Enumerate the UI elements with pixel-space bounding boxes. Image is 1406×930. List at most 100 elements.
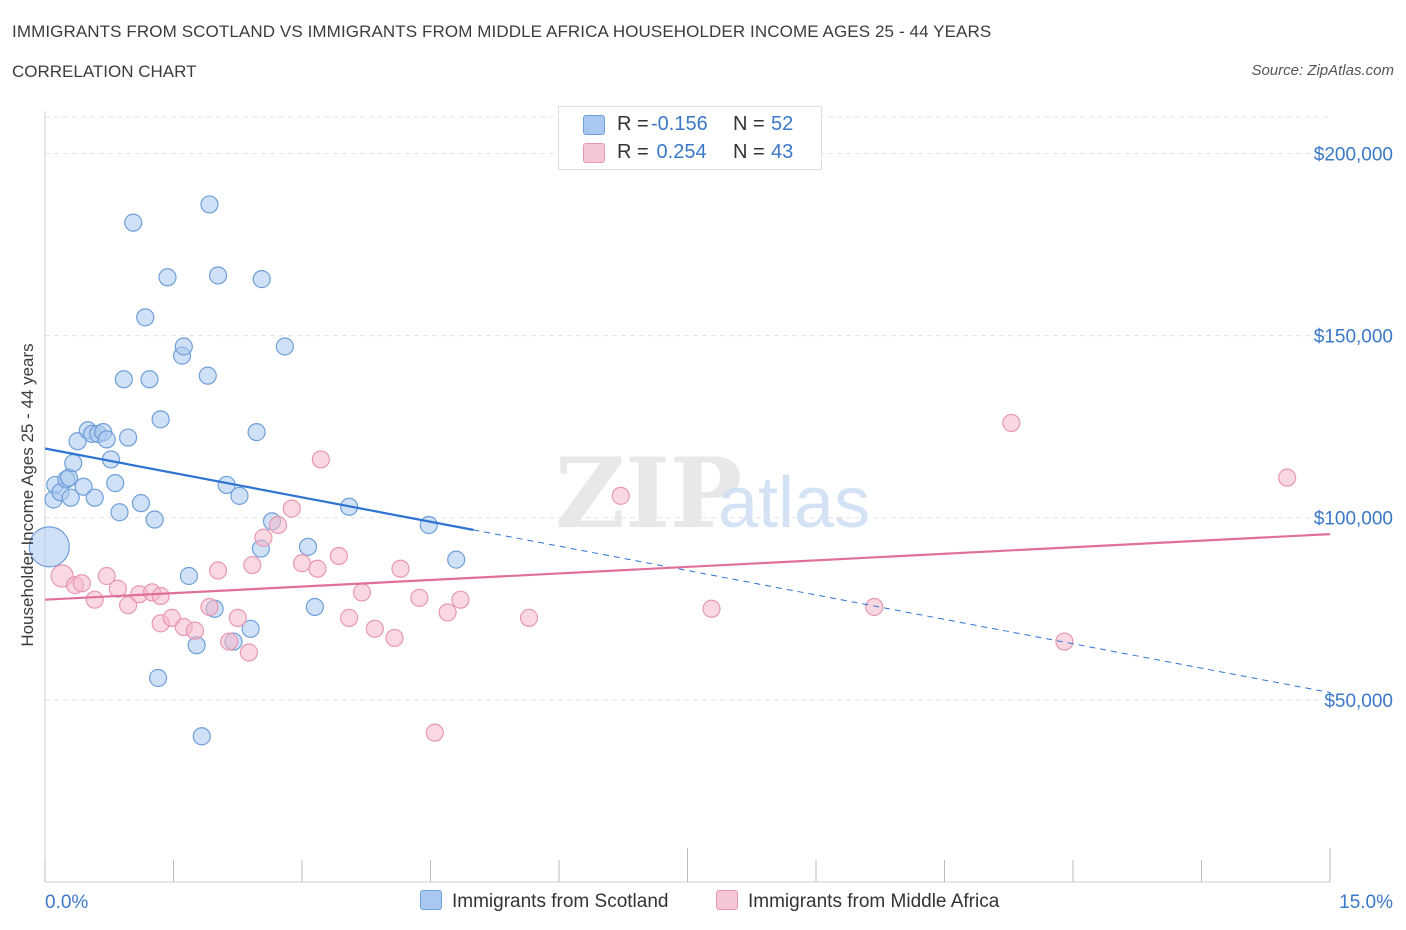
middle-africa-point [268, 515, 288, 535]
scotland-point [252, 270, 271, 289]
scotland-point [198, 366, 217, 385]
scotland-point [114, 370, 133, 389]
middle-africa-point [611, 486, 630, 505]
middle-africa-point [451, 590, 470, 609]
legend-n-value: 52 [771, 113, 794, 135]
bottom-legend-scotland: Immigrants from Scotland [420, 890, 668, 913]
scotland-point [61, 488, 80, 507]
scotland-point [275, 337, 294, 356]
middle-africa-trend-line [44, 533, 1331, 601]
scotland-point [124, 213, 143, 232]
middle-africa-point [865, 597, 884, 617]
scotland-trend-line-projection [473, 529, 1331, 694]
legend-r-label: R = [617, 141, 649, 163]
scotland-point [174, 337, 193, 356]
scotland-point [192, 727, 211, 746]
scotland-trend-line [44, 447, 474, 531]
scotland-point [136, 308, 155, 327]
legend-swatch-middle-africa [583, 143, 605, 163]
middle-africa-point [97, 566, 116, 586]
scotland-point [74, 477, 93, 496]
scotland-point [230, 486, 249, 505]
middle-africa-point [72, 574, 91, 593]
x-tick-label: 0.0% [45, 892, 88, 913]
middle-africa-point [391, 559, 410, 578]
scotland-point [158, 268, 177, 287]
middle-africa-point [200, 597, 219, 617]
scotland-point [148, 668, 168, 688]
chart-title: IMMIGRANTS FROM SCOTLAND VS IMMIGRANTS F… [12, 22, 992, 41]
middle-africa-point [385, 628, 404, 648]
middle-africa-point [702, 599, 721, 618]
middle-africa-point [208, 561, 228, 580]
scotland-point [208, 266, 228, 285]
scotland-point [241, 619, 260, 638]
watermark-atlas: atlas [718, 463, 870, 543]
middle-africa-point [1002, 413, 1021, 433]
scotland-point [110, 503, 129, 522]
middle-africa-point [340, 608, 359, 627]
middle-africa-point [308, 559, 327, 578]
legend-r-label: R = [617, 113, 649, 135]
middle-africa-point [108, 579, 127, 598]
middle-africa-point [1055, 632, 1074, 651]
correlation-legend: R = -0.156 N = 52 R = 0.254 N = 43 [558, 106, 822, 170]
legend-n-value: 43 [771, 141, 794, 163]
middle-africa-point [151, 586, 170, 606]
scotland-point [247, 423, 266, 442]
bottom-legend-middle-africa: Immigrants from Middle Africa [716, 890, 999, 913]
scotland-point [151, 410, 170, 429]
middle-africa-point [228, 608, 247, 627]
watermark-zip: ZIP [555, 437, 742, 550]
scotland-point [106, 474, 125, 493]
legend-n-label: N = [733, 141, 765, 163]
middle-africa-point [1278, 468, 1297, 487]
scotland-point [298, 537, 318, 556]
chart-subtitle: CORRELATION CHART [12, 62, 197, 81]
scotland-point [97, 430, 116, 449]
scotland-point [179, 566, 199, 586]
middle-africa-point [282, 499, 301, 518]
y-axis-label: Householder Income Ages 25 - 44 years [18, 343, 37, 647]
scotland-point [118, 428, 138, 447]
middle-africa-point [220, 632, 239, 651]
scotland-point [200, 195, 219, 214]
middle-africa-point [311, 450, 330, 469]
y-tick-label: $50,000 [1324, 691, 1393, 712]
bottom-legend-swatch-middle-africa [716, 890, 738, 910]
middle-africa-point [292, 554, 312, 573]
bottom-legend-label-middle-africa: Immigrants from Middle Africa [748, 891, 1000, 912]
bottom-legend-label-scotland: Immigrants from Scotland [452, 891, 669, 912]
y-tick-label: $100,000 [1314, 509, 1393, 530]
middle-africa-point [365, 619, 384, 638]
scotland-point [305, 597, 324, 617]
scotland-point [447, 550, 466, 569]
middle-africa-point [162, 608, 181, 627]
middle-africa-point [410, 588, 429, 607]
middle-africa-point [243, 555, 262, 575]
middle-africa-point [118, 596, 138, 615]
scotland-point [145, 510, 164, 529]
source-label: Source: ZipAtlas.com [1251, 62, 1394, 79]
scotland-point [419, 515, 438, 535]
legend-n-label: N = [733, 113, 765, 135]
scotland-point [64, 453, 83, 473]
x-tick-label: 15.0% [1339, 892, 1393, 913]
scotland-point [131, 494, 151, 513]
scotland-point [140, 370, 159, 389]
legend-r-value: -0.156 [651, 113, 708, 135]
legend-r-value: 0.254 [651, 141, 707, 163]
middle-africa-point [425, 723, 444, 742]
middle-africa-point [185, 621, 205, 640]
middle-africa-point [438, 603, 457, 622]
middle-africa-point [352, 583, 372, 602]
y-tick-label: $150,000 [1314, 327, 1393, 348]
scotland-point [85, 488, 104, 507]
middle-africa-point [519, 608, 539, 627]
middle-africa-point [254, 528, 273, 547]
middle-africa-point [239, 643, 258, 662]
middle-africa-point [329, 546, 348, 566]
legend-swatch-scotland [583, 115, 605, 135]
scotland-point [28, 526, 70, 568]
